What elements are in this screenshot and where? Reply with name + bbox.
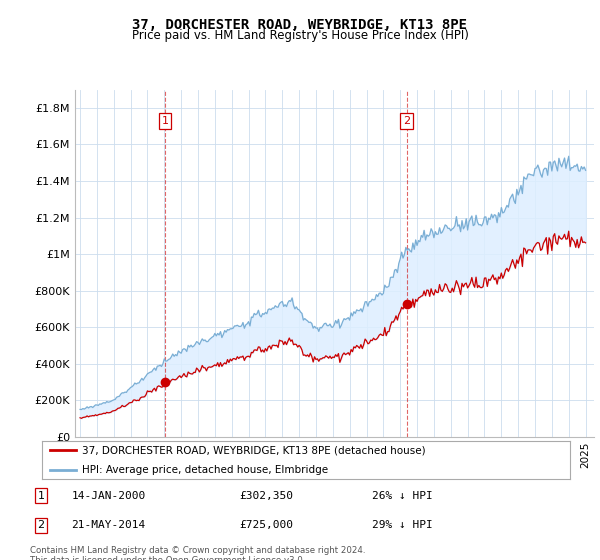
Text: 2: 2 xyxy=(403,116,410,126)
Text: 29% ↓ HPI: 29% ↓ HPI xyxy=(372,520,433,530)
Text: Price paid vs. HM Land Registry's House Price Index (HPI): Price paid vs. HM Land Registry's House … xyxy=(131,29,469,42)
Text: 14-JAN-2000: 14-JAN-2000 xyxy=(71,491,146,501)
Text: 37, DORCHESTER ROAD, WEYBRIDGE, KT13 8PE (detached house): 37, DORCHESTER ROAD, WEYBRIDGE, KT13 8PE… xyxy=(82,445,425,455)
Text: Contains HM Land Registry data © Crown copyright and database right 2024.
This d: Contains HM Land Registry data © Crown c… xyxy=(30,546,365,560)
Text: 21-MAY-2014: 21-MAY-2014 xyxy=(71,520,146,530)
Text: 1: 1 xyxy=(161,116,169,126)
Text: 26% ↓ HPI: 26% ↓ HPI xyxy=(372,491,433,501)
Text: 37, DORCHESTER ROAD, WEYBRIDGE, KT13 8PE: 37, DORCHESTER ROAD, WEYBRIDGE, KT13 8PE xyxy=(133,18,467,32)
Text: 1: 1 xyxy=(38,491,44,501)
Text: £302,350: £302,350 xyxy=(240,491,294,501)
Text: HPI: Average price, detached house, Elmbridge: HPI: Average price, detached house, Elmb… xyxy=(82,465,328,475)
Text: £725,000: £725,000 xyxy=(240,520,294,530)
Text: 2: 2 xyxy=(37,520,44,530)
